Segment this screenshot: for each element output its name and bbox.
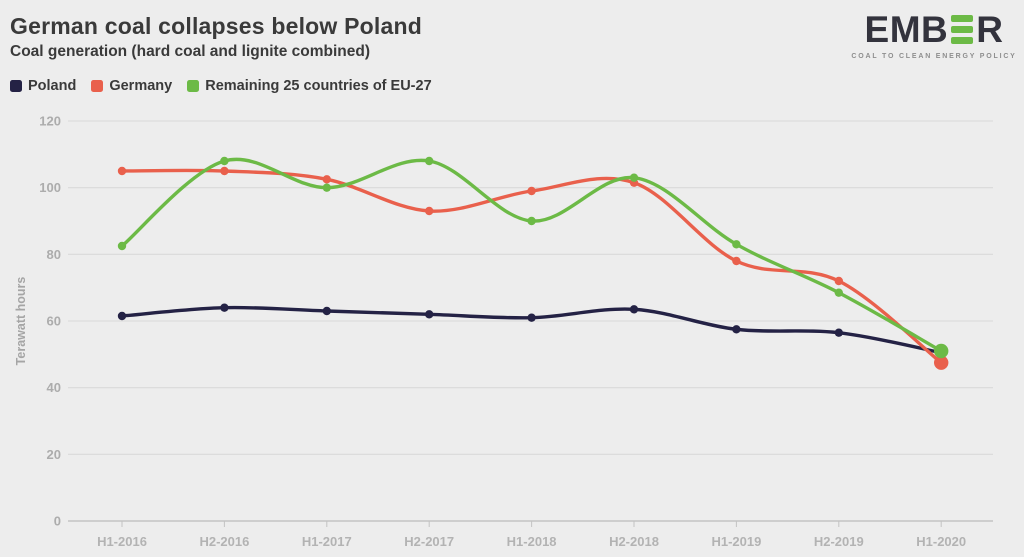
y-tick-label: 80	[47, 247, 61, 262]
data-point-poland-H1-2019	[732, 325, 741, 334]
logo-e-bar	[951, 26, 974, 33]
x-tick-label: H1-2016	[97, 534, 147, 549]
legend-label-remaining-eu: Remaining 25 countries of EU-27	[205, 78, 432, 94]
y-tick-label: 20	[47, 447, 61, 462]
data-point-germany-H2-2019	[834, 276, 843, 286]
legend-label-germany: Germany	[109, 78, 173, 94]
data-point-germany-H1-2017	[322, 175, 331, 184]
legend-item-germany: Germany	[91, 78, 172, 94]
y-axis-title: Terawatt hours	[14, 277, 28, 366]
data-point-remaining-25-countries-of-eu-27-H1-2017	[322, 183, 331, 192]
y-tick-label: 0	[54, 514, 61, 529]
data-point-remaining-25-countries-of-eu-27-H2-2017	[425, 156, 434, 166]
x-tick-label: H1-2018	[507, 534, 557, 549]
data-point-poland-H2-2016	[220, 303, 229, 312]
data-point-germany-H1-2020	[934, 355, 949, 370]
data-point-poland-H2-2018	[629, 305, 639, 314]
data-point-remaining-25-countries-of-eu-27-H2-2016	[220, 156, 229, 166]
legend-item-remaining-eu: Remaining 25 countries of EU-27	[187, 78, 432, 94]
data-point-remaining-25-countries-of-eu-27-H2-2019	[834, 288, 843, 297]
data-point-germany-H1-2016	[117, 166, 127, 176]
data-point-poland-H1-2016	[117, 311, 127, 321]
data-point-germany-H2-2017	[425, 206, 434, 216]
data-point-remaining-25-countries-of-eu-27-H1-2020	[934, 343, 949, 359]
y-tick-label: 120	[39, 114, 61, 129]
legend-swatch-poland	[10, 80, 22, 92]
series-line-germany	[120, 168, 943, 365]
x-tick-label: H1-2020	[916, 534, 966, 549]
x-tick-label: H1-2017	[302, 534, 352, 549]
logo-e-bar	[951, 37, 974, 44]
legend-swatch-germany	[91, 80, 104, 92]
data-point-poland-H2-2017	[425, 310, 434, 319]
legend-label-poland: Poland	[28, 78, 77, 94]
y-tick-label: 60	[47, 314, 61, 329]
data-point-remaining-25-countries-of-eu-27-H1-2019	[732, 240, 741, 249]
data-point-germany-H2-2016	[220, 166, 229, 176]
data-point-remaining-25-countries-of-eu-27-H1-2018	[527, 216, 536, 226]
data-point-germany-H1-2019	[732, 256, 741, 266]
logo-e-bar	[951, 15, 974, 22]
legend-item-poland: Poland	[10, 78, 76, 94]
x-tick-label: H2-2017	[404, 534, 454, 549]
ember-logo: EMB R COAL TO CLEAN ENERGY POLICY	[851, 11, 1014, 60]
data-point-poland-H1-2018	[527, 313, 536, 322]
y-tick-label: 40	[47, 380, 61, 395]
chart-legend: Poland Germany Remaining 25 countries of…	[0, 61, 1024, 94]
logo-tagline: COAL TO CLEAN ENERGY POLICY	[851, 53, 1017, 60]
data-point-poland-H1-2017	[322, 306, 331, 316]
header: German coal collapses below Poland Coal …	[0, 0, 1024, 61]
ember-logo-wordmark: EMB R	[865, 11, 1004, 48]
data-point-remaining-25-countries-of-eu-27-H2-2018	[629, 173, 639, 182]
logo-green-e-icon	[951, 15, 974, 44]
logo-text-r: R	[976, 9, 1004, 50]
data-point-germany-H1-2018	[527, 186, 536, 196]
legend-swatch-remaining-eu	[187, 80, 200, 92]
x-tick-label: H2-2018	[609, 534, 659, 549]
chart-title: German coal collapses below Poland	[10, 13, 422, 39]
logo-text-emb: EMB	[864, 9, 949, 50]
x-tick-label: H2-2016	[199, 534, 249, 549]
data-point-remaining-25-countries-of-eu-27-H1-2016	[117, 241, 127, 251]
x-tick-label: H2-2019	[814, 534, 864, 549]
chart-subtitle: Coal generation (hard coal and lignite c…	[10, 43, 370, 60]
y-tick-label: 100	[39, 180, 61, 195]
data-point-poland-H2-2019	[834, 328, 843, 337]
x-tick-label: H1-2019	[711, 534, 761, 549]
